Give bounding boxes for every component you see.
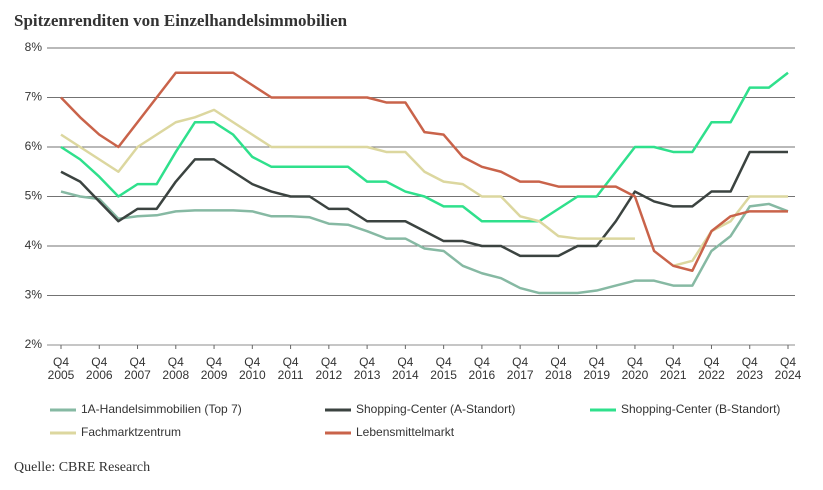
series-line (60, 71, 788, 272)
x-tick-label: Q4 2007 (124, 355, 151, 382)
y-tick-label: 5% (25, 189, 43, 203)
y-tick-label: 6% (25, 139, 43, 153)
series-line (60, 150, 788, 258)
x-tick-label: Q4 2014 (392, 355, 419, 382)
legend-label: Shopping-Center (B-Standort) (621, 402, 780, 416)
x-tick-label: Q4 2012 (315, 355, 343, 382)
x-tick-label: Q4 2019 (583, 355, 611, 382)
y-tick-label: 4% (25, 238, 43, 252)
x-tick-label: Q4 2015 (430, 355, 457, 382)
legend-label: Lebensmittelmarkt (356, 425, 455, 439)
source: Quelle: CBRE Research (14, 460, 150, 475)
legend-label: Fachmarktzentrum (81, 425, 181, 439)
x-tick-label: Q4 2024 (774, 355, 802, 382)
series-line (60, 190, 789, 295)
y-tick-label: 7% (25, 90, 43, 104)
x-tick-label: Q4 2013 (353, 355, 381, 382)
x-tick-label: Q4 2017 (506, 355, 534, 382)
y-tick-label: 2% (25, 337, 43, 351)
x-tick-label: Q4 2006 (85, 355, 113, 382)
x-tick-label: Q4 2008 (162, 355, 190, 382)
x-tick-label: Q4 2018 (545, 355, 572, 382)
x-tick-label: Q4 2016 (468, 355, 496, 382)
x-tick-label: Q4 2023 (736, 355, 764, 382)
x-tick-label: Q4 2021 (659, 355, 687, 382)
legend-label: 1A-Handelsimmobilien (Top 7) (81, 402, 242, 416)
x-tick-label: Q4 2009 (200, 355, 228, 382)
series-line (60, 108, 788, 268)
y-tick-label: 3% (25, 288, 43, 302)
x-tick-label: Q4 2022 (698, 355, 725, 382)
y-tick-label: 8% (25, 40, 43, 54)
chart-title: Spitzenrenditen von Einzelhandelsimmobil… (14, 11, 348, 30)
x-tick-label: Q4 2011 (277, 355, 304, 382)
x-tick-label: Q4 2005 (47, 355, 75, 382)
x-tick-label: Q4 2010 (238, 355, 266, 382)
legend-label: Shopping-Center (A-Standort) (356, 402, 515, 416)
series-line (60, 71, 789, 223)
x-tick-label: Q4 2020 (621, 355, 649, 382)
